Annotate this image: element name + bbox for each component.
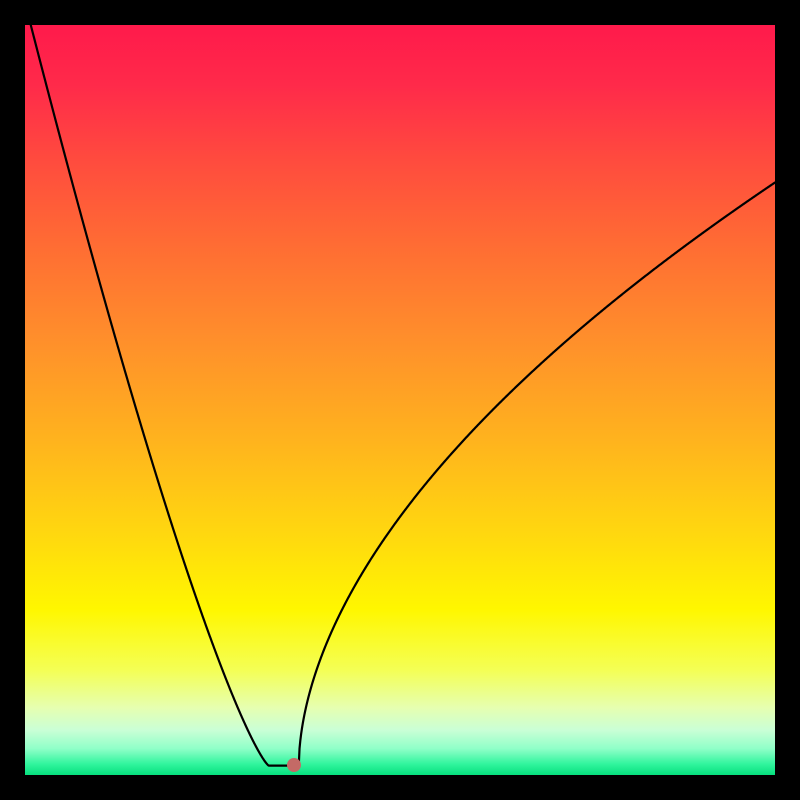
optimum-marker bbox=[287, 758, 301, 772]
frame-top bbox=[0, 0, 800, 25]
frame-bottom bbox=[0, 775, 800, 800]
bottleneck-curve bbox=[25, 25, 775, 775]
frame-left bbox=[0, 0, 25, 800]
frame-right bbox=[775, 0, 800, 800]
plot-area bbox=[25, 25, 775, 775]
